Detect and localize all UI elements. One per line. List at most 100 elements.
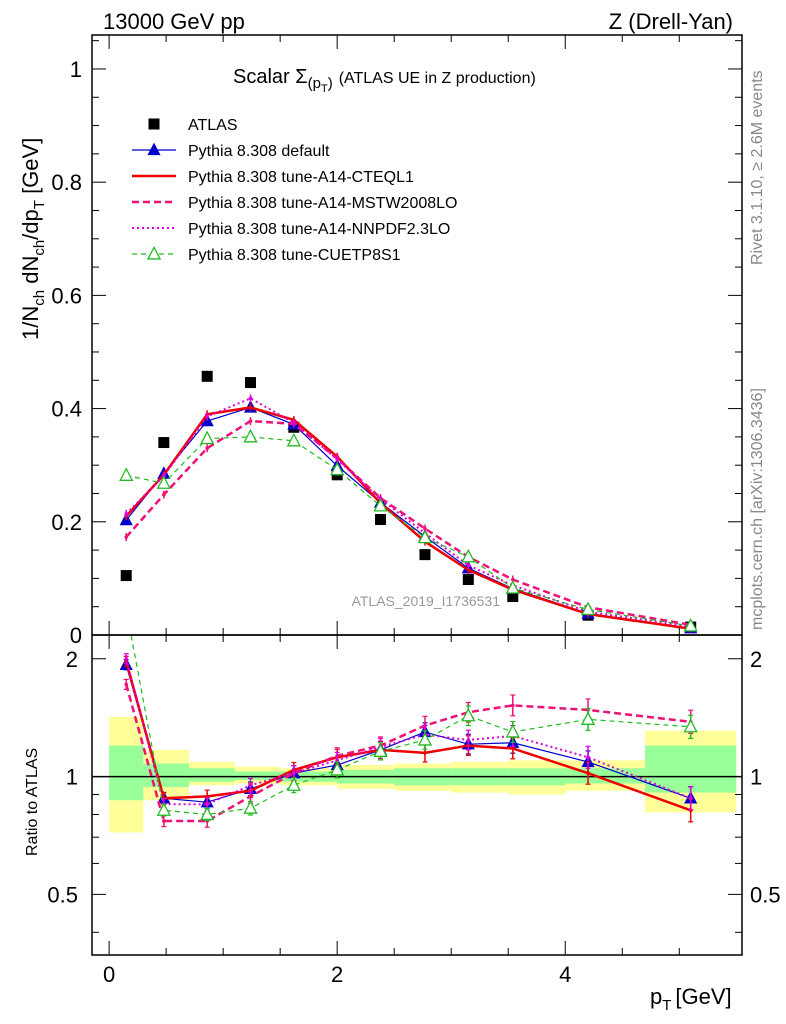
chart-title: Scalar Σ(pT) (ATLAS UE in Z production) — [233, 66, 536, 95]
series-5-main-marker-4 — [286, 432, 301, 447]
series-3-ratio-marker-9 — [510, 703, 515, 708]
xlabel-unit: [GeV] — [675, 984, 731, 1009]
atlas-data-point-8 — [462, 574, 474, 586]
series-4-ratio-marker-8 — [466, 738, 471, 742]
legend-marker-0 — [148, 118, 160, 130]
series-3-main-marker-3 — [248, 419, 253, 423]
ylabel-p3: ch — [31, 240, 48, 256]
series-5-ratio-marker-0 — [120, 602, 132, 614]
ylabel-p1: ch — [31, 290, 48, 306]
series-3-ratio-marker-3 — [248, 794, 253, 799]
atlas-data-point-9 — [507, 591, 519, 603]
series-5-ratio-marker-5 — [330, 761, 345, 776]
series-5-main-marker-0 — [119, 467, 134, 481]
ylabel-p2: dN — [18, 256, 43, 290]
legend-label-2: Pythia 8.308 tune-A14-CTEQL1 — [188, 169, 414, 186]
title-close: ) — [328, 75, 333, 92]
y-tick-label-2: 0.4 — [51, 397, 82, 422]
series-5-ratio-marker-4 — [286, 777, 301, 791]
series-3-main-line — [125, 419, 691, 627]
ratio-tick-label-left-2: 2 — [66, 647, 78, 672]
series-4-ratio-marker-3 — [248, 783, 253, 788]
atlas-data-point-3 — [245, 377, 257, 389]
atlas-data-point-6 — [375, 514, 387, 526]
series-5-main-marker-5 — [330, 461, 345, 476]
series-5-ratio-marker-11 — [683, 718, 698, 733]
ratio-tick-label-right-1: 1 — [750, 765, 762, 790]
series-5-ratio-line — [130, 635, 691, 816]
series-2-main-marker-8 — [466, 568, 471, 572]
series-4-main-marker-3 — [248, 396, 253, 401]
series-4-main-marker-0 — [124, 512, 129, 516]
series-4-ratio-marker-5 — [335, 758, 339, 763]
series-5-ratio-marker-2 — [200, 806, 215, 821]
series-4-ratio-line — [125, 658, 692, 806]
main-plot-series — [119, 370, 698, 634]
series-2-ratio-marker-2 — [205, 794, 209, 799]
y-tick-label-3: 0.6 — [51, 283, 82, 308]
atlas-data-point-7 — [419, 549, 431, 561]
series-5-main-marker-3 — [243, 428, 258, 443]
series-3-main-marker-0 — [124, 535, 129, 539]
series-2-main-marker-3 — [248, 405, 253, 410]
x-axis-label: pT [GeV] — [650, 984, 732, 1014]
analysis-label: ATLAS_2019_I1736531 — [352, 593, 501, 609]
ratio-tick-label-left-0: 0.5 — [47, 882, 78, 907]
y-tick-label-4: 0.8 — [51, 170, 82, 195]
atlas-data-point-2 — [201, 370, 213, 382]
y-axis-label: 1/Nch dNch/dpT [GeV] — [18, 138, 48, 340]
series-1-ratio-line — [125, 664, 691, 803]
title-main: Scalar Σ — [233, 66, 308, 88]
series-5-main-marker-6 — [373, 497, 388, 512]
xlabel-p: p — [650, 984, 662, 1009]
series-5-main-marker-10 — [580, 601, 596, 616]
series-5-ratio-marker-9 — [505, 723, 520, 738]
green-band-3 — [234, 771, 281, 780]
legend: ATLAS Pythia 8.308 default Pythia 8.308 tu… — [132, 117, 457, 264]
y-tick-label-0: 0 — [70, 623, 82, 648]
series-3-ratio-line — [125, 684, 691, 823]
series-2-ratio-marker-7 — [423, 751, 427, 755]
legend-marker-1 — [147, 142, 161, 156]
series-4-ratio-marker-2 — [205, 802, 209, 806]
series-5-ratio-marker-8 — [461, 707, 476, 722]
series-2-ratio-marker-10 — [586, 771, 590, 776]
series-5-main-marker-9 — [505, 580, 520, 594]
ylabel-p4: /dp — [18, 209, 43, 240]
y-tick-label-1: 0.2 — [51, 510, 82, 535]
series-5-ratio-marker-7 — [417, 732, 433, 746]
x-tick-label-2: 4 — [559, 962, 571, 987]
series-5-main-line — [126, 436, 691, 627]
ratio-plot-series — [119, 602, 698, 828]
atlas-data-point-1 — [158, 437, 170, 449]
series-5-main-marker-1 — [156, 475, 171, 489]
green-band-0 — [109, 745, 144, 801]
axis-ticks: 0 2 400.20.40.60.810.5 0.51 12 2 — [47, 35, 781, 987]
series-5-main-marker-7 — [417, 529, 433, 544]
green-band-10 — [645, 745, 737, 793]
series-2-ratio-marker-9 — [510, 746, 515, 751]
series-4-main-marker-8 — [466, 563, 471, 568]
series-4-ratio-marker-0 — [124, 656, 129, 661]
legend-label-5: Pythia 8.308 tune-CUETP8S1 — [188, 247, 401, 264]
series-5-main-marker-2 — [200, 430, 215, 445]
legend-label-3: Pythia 8.308 tune-A14-MSTW2008LO — [188, 195, 457, 212]
series-5-ratio-marker-6 — [373, 743, 388, 757]
xlabel-sub: T — [662, 997, 671, 1014]
atlas-data-point-0 — [120, 570, 132, 582]
series-3-main-marker-2 — [205, 446, 209, 451]
series-5-ratio-marker-10 — [580, 711, 596, 725]
series-4-main-line — [125, 397, 691, 628]
ylabel-p5: T — [31, 200, 48, 209]
series-3-main-marker-7 — [423, 526, 427, 531]
ratio-tick-label-right-2: 2 — [750, 647, 762, 672]
series-4-main-marker-2 — [205, 414, 209, 419]
rivet-label: Rivet 3.1.10, ≥ 2.6M events — [749, 70, 766, 265]
green-band-2 — [188, 768, 235, 782]
series-3-main-marker-1 — [162, 492, 166, 497]
series-5-main-marker-11 — [683, 617, 698, 632]
series-4-main-marker-5 — [335, 457, 339, 462]
title-sub: (p — [308, 75, 321, 92]
ratio-plot-frame — [91, 634, 743, 956]
